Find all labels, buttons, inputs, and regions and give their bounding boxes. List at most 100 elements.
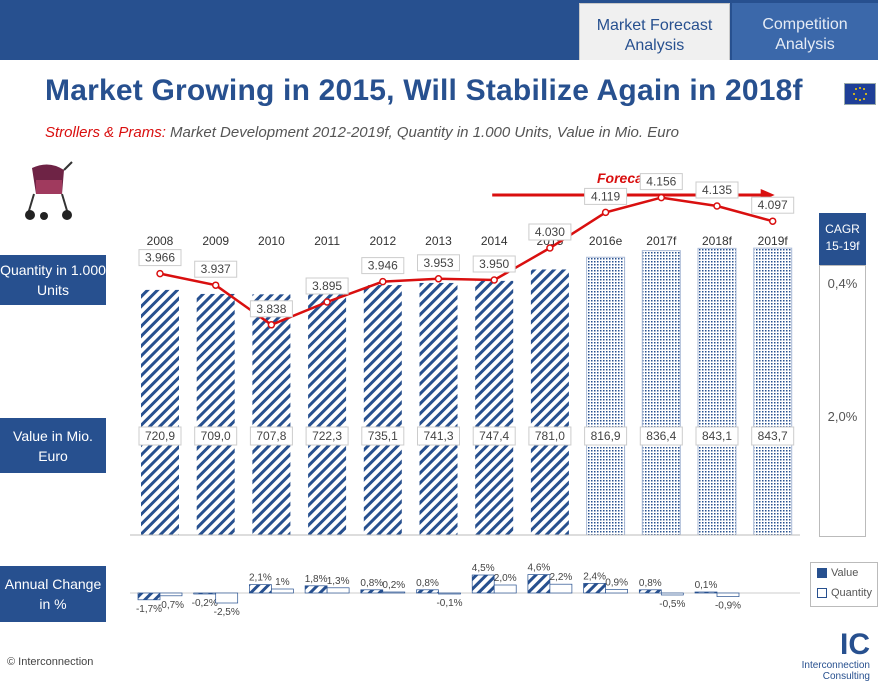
quantity-label: 3.966 xyxy=(145,251,175,265)
copyright: © Interconnection xyxy=(7,656,94,668)
quantity-label: 3.937 xyxy=(201,262,231,276)
change-value-label: 2,4% xyxy=(583,571,606,582)
value-label: 709,0 xyxy=(201,429,231,443)
value-bar xyxy=(586,256,626,536)
value-bar xyxy=(308,289,347,535)
change-value-bar xyxy=(694,591,718,594)
change-quantity-bar xyxy=(215,592,239,604)
value-bar xyxy=(196,293,235,535)
quantity-point xyxy=(267,321,276,329)
change-quantity-bar xyxy=(438,592,461,595)
change-value-bar xyxy=(416,589,439,594)
value-label: 843,1 xyxy=(702,429,732,443)
change-value-bar xyxy=(249,584,272,594)
quantity-point xyxy=(601,208,610,217)
legend-quantity: Quantity xyxy=(811,583,877,603)
change-quantity-label: -0,5% xyxy=(659,599,685,610)
year-label: 2012 xyxy=(369,234,396,248)
quantity-label-box xyxy=(417,254,460,272)
quantity-label: 3.838 xyxy=(256,302,286,316)
value-label-box xyxy=(194,426,238,446)
quantity-point xyxy=(323,298,331,306)
value-bar xyxy=(753,247,793,536)
value-bar xyxy=(641,250,681,536)
quantity-label-box xyxy=(528,223,572,241)
cagr-value: 2,0% xyxy=(827,409,858,424)
quantity-label-box xyxy=(361,257,405,275)
quantity-label-box xyxy=(249,300,293,318)
value-label: Value in Mio. Euro xyxy=(0,418,106,473)
subtitle: Strollers & Prams: Market Development 20… xyxy=(45,124,679,141)
change-quantity-bar xyxy=(382,591,406,594)
change-quantity-bar xyxy=(660,592,684,596)
value-bar xyxy=(419,282,458,535)
change-value-label: -1,7% xyxy=(136,604,162,615)
cagr-header: CAGR 15-19f xyxy=(819,213,866,265)
logo-line1: Interconnection xyxy=(801,660,870,671)
value-label: 735,1 xyxy=(368,429,398,443)
change-quantity-label: -0,1% xyxy=(436,598,462,609)
year-label: 2017f xyxy=(646,234,677,248)
quantity-line xyxy=(159,196,774,327)
change-value-bar xyxy=(527,574,551,594)
year-label: 2014 xyxy=(481,234,508,248)
year-label: 2008 xyxy=(147,234,174,248)
value-label: 741,3 xyxy=(423,429,453,443)
quantity-label-box xyxy=(138,249,182,267)
logo-mark: IC xyxy=(840,628,870,661)
change-quantity-label: -0,7% xyxy=(158,600,184,611)
tab-market-forecast[interactable]: Market Forecast Analysis xyxy=(579,3,730,60)
quantity-label: 4.156 xyxy=(646,175,676,189)
change-quantity-bar xyxy=(326,587,350,594)
year-label: 2009 xyxy=(202,234,229,248)
quantity-point xyxy=(379,277,387,286)
quantity-label-box xyxy=(305,277,349,295)
legend-value-label: Value xyxy=(831,567,859,579)
cagr-quantity: 0,4% xyxy=(827,276,858,291)
subtitle-highlight: Strollers & Prams: xyxy=(45,124,166,141)
legend-quantity-label: Quantity xyxy=(831,587,872,599)
quantity-point xyxy=(546,244,554,252)
change-value-label: 0,8% xyxy=(360,578,383,589)
legend-value: Value xyxy=(811,563,877,583)
legend-quantity-swatch xyxy=(817,588,827,598)
change-quantity-bar xyxy=(493,584,517,594)
value-label: 707,8 xyxy=(256,429,286,443)
change-value-label: 0,1% xyxy=(695,580,718,591)
quantity-point xyxy=(768,217,777,225)
page-title: Market Growing in 2015, Will Stabilize A… xyxy=(45,74,803,107)
quantity-point xyxy=(657,193,666,202)
change-value-bar xyxy=(583,583,606,594)
change-value-label: -0,2% xyxy=(192,598,218,609)
quantity-label: 4.030 xyxy=(535,225,565,239)
quantity-label-box xyxy=(695,181,739,199)
value-label-box xyxy=(639,426,683,446)
year-label: 2013 xyxy=(425,234,452,248)
value-label: 722,3 xyxy=(312,429,342,443)
quantity-label-box xyxy=(194,260,238,278)
change-quantity-label: 1,3% xyxy=(327,576,350,587)
quantity-label: 3.946 xyxy=(368,259,398,273)
value-label-box xyxy=(695,426,739,446)
value-label-box xyxy=(751,426,795,446)
tab-competition[interactable]: Competition Analysis xyxy=(732,3,878,60)
quantity-label-box xyxy=(751,196,795,214)
change-value-bar xyxy=(304,585,328,594)
change-value-bar xyxy=(360,589,384,594)
change-quantity-label: 2,0% xyxy=(494,573,517,584)
quantity-label: 3.950 xyxy=(479,257,509,271)
quantity-point xyxy=(713,202,721,210)
change-quantity-bar xyxy=(605,589,628,594)
year-label: 2011 xyxy=(314,234,340,248)
year-label: 2018f xyxy=(702,234,733,248)
quantity-label-box xyxy=(472,255,516,273)
value-label: 843,7 xyxy=(758,429,788,443)
change-quantity-bar xyxy=(159,592,183,597)
eu-flag-icon xyxy=(844,83,876,105)
annual-change-label: Annual Change in % xyxy=(0,566,106,622)
company-logo: IC Interconnection Consulting xyxy=(790,628,870,683)
change-value-bar xyxy=(137,592,161,601)
legend-value-swatch xyxy=(817,568,827,578)
value-label-box xyxy=(361,426,405,446)
